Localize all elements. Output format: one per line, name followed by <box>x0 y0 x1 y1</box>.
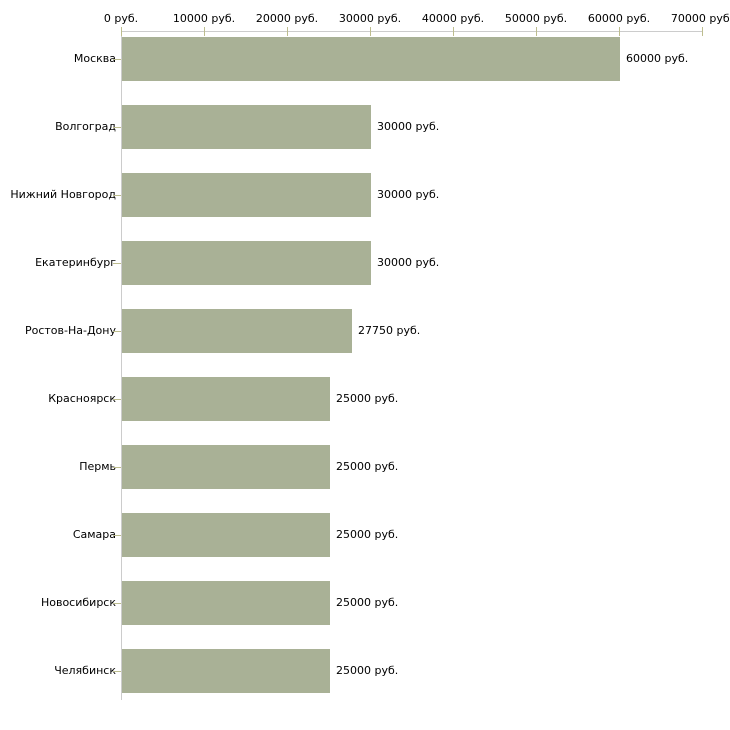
bar <box>122 581 330 625</box>
x-axis-tick <box>204 27 205 36</box>
bar-value-label: 25000 руб. <box>336 528 399 541</box>
category-label: Самара <box>72 528 116 541</box>
x-axis-line <box>121 31 703 32</box>
category-tick <box>113 467 121 468</box>
y-axis-line <box>121 31 122 700</box>
category-label: Пермь <box>79 460 116 473</box>
bar <box>122 513 330 557</box>
category-tick <box>113 59 121 60</box>
bar-value-label: 30000 руб. <box>377 256 440 269</box>
category-label: Ростов-На-Дону <box>24 324 116 337</box>
x-axis-tick <box>702 27 703 36</box>
x-axis-tick-label: 50000 руб. <box>504 12 568 25</box>
bar <box>122 105 371 149</box>
category-label: Нижний Новгород <box>10 188 116 201</box>
category-tick <box>113 331 121 332</box>
bar-value-label: 60000 руб. <box>626 52 689 65</box>
bar-value-label: 30000 руб. <box>377 188 440 201</box>
category-tick <box>113 535 121 536</box>
x-axis-tick-label: 60000 руб. <box>587 12 651 25</box>
x-axis-tick-label: 30000 руб. <box>338 12 402 25</box>
category-label: Красноярск <box>48 392 116 405</box>
category-label: Новосибирск <box>40 596 116 609</box>
bar-value-label: 30000 руб. <box>377 120 440 133</box>
category-tick <box>113 603 121 604</box>
bar <box>122 649 330 693</box>
x-axis-tick <box>287 27 288 36</box>
category-tick <box>113 671 121 672</box>
bar <box>122 173 371 217</box>
bar <box>122 445 330 489</box>
x-axis-tick-label: 70000 руб. <box>670 12 730 25</box>
bar-value-label: 25000 руб. <box>336 460 399 473</box>
x-axis-tick-label: 20000 руб. <box>255 12 319 25</box>
x-axis-tick <box>536 27 537 36</box>
bar-value-label: 25000 руб. <box>336 596 399 609</box>
bar <box>122 309 352 353</box>
category-tick <box>113 195 121 196</box>
bar <box>122 241 371 285</box>
category-label: Челябинск <box>54 664 116 677</box>
x-axis-tick <box>121 27 122 36</box>
x-axis-tick-label: 40000 руб. <box>421 12 485 25</box>
x-axis-tick <box>619 27 620 36</box>
category-tick <box>113 127 121 128</box>
x-axis-tick-label: 10000 руб. <box>172 12 236 25</box>
bar <box>122 377 330 421</box>
category-tick <box>113 399 121 400</box>
x-axis-tick <box>370 27 371 36</box>
x-axis-tick-label: 0 руб. <box>103 12 139 25</box>
category-tick <box>113 263 121 264</box>
category-label: Волгоград <box>55 120 116 133</box>
bar-value-label: 25000 руб. <box>336 392 399 405</box>
category-label: Москва <box>73 52 116 65</box>
bar-value-label: 27750 руб. <box>358 324 421 337</box>
category-label: Екатеринбург <box>35 256 116 269</box>
bar <box>122 37 620 81</box>
bar-value-label: 25000 руб. <box>336 664 399 677</box>
x-axis-tick <box>453 27 454 36</box>
